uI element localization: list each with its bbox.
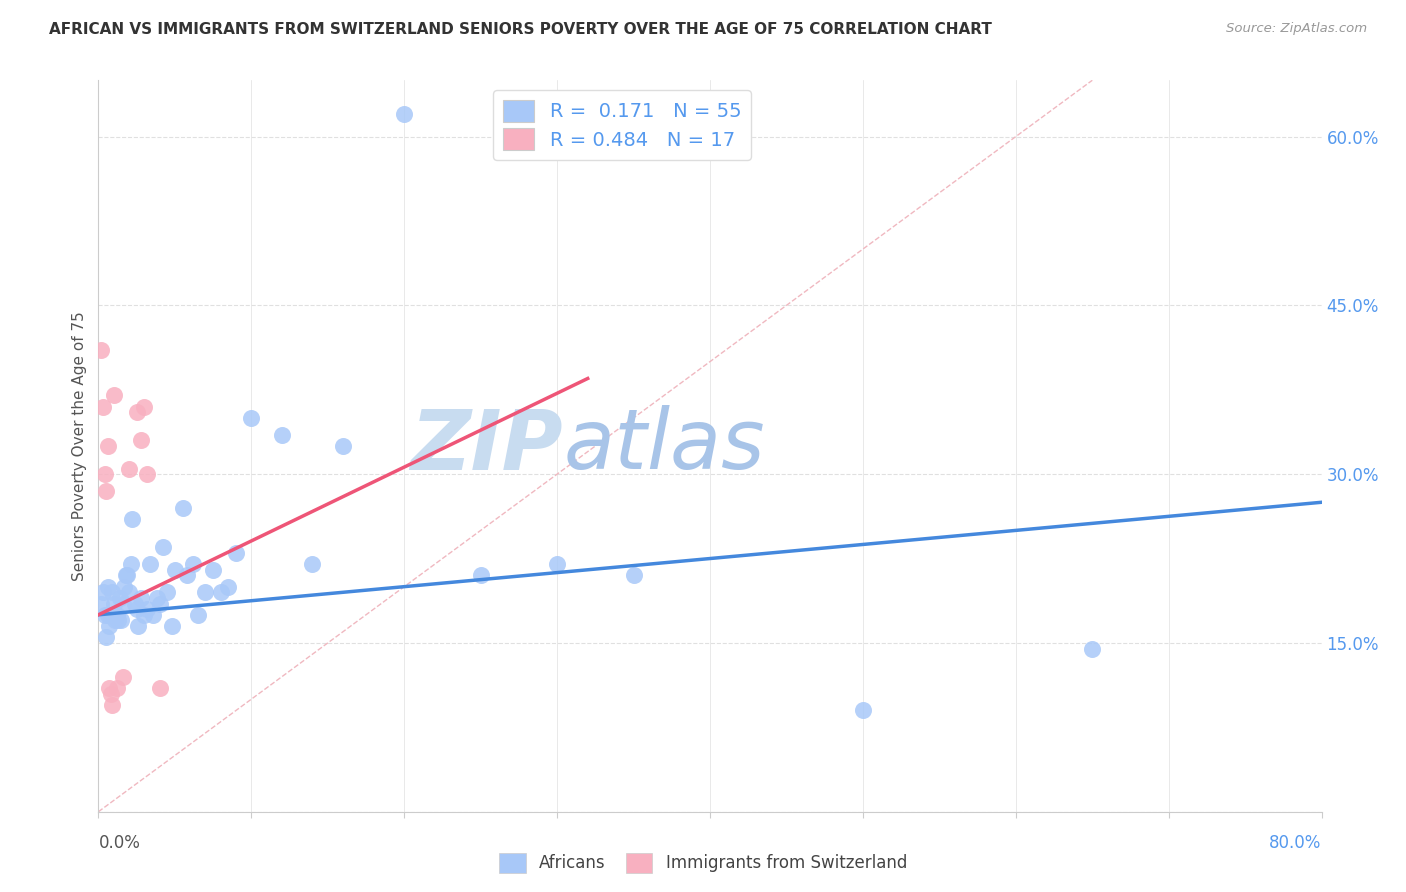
Point	[176, 568, 198, 582]
Point	[181, 557, 204, 571]
Point	[98, 619, 121, 633]
Point	[91, 585, 114, 599]
Legend: R =  0.171   N = 55, R = 0.484   N = 17: R = 0.171 N = 55, R = 0.484 N = 17	[494, 90, 751, 161]
Point	[124, 597, 146, 611]
Point	[129, 591, 152, 605]
Point	[149, 681, 172, 695]
Text: 0.0%: 0.0%	[98, 834, 141, 852]
Point	[136, 602, 159, 616]
Point	[105, 681, 128, 695]
Point	[112, 580, 135, 594]
Point	[94, 483, 117, 498]
Point	[100, 607, 122, 622]
Text: ZIP: ZIP	[411, 406, 564, 486]
Point	[142, 607, 165, 622]
Point	[97, 580, 120, 594]
Point	[172, 500, 194, 515]
Point	[156, 585, 179, 599]
Point	[120, 557, 142, 571]
Point	[470, 568, 492, 582]
Y-axis label: Seniors Poverty Over the Age of 75: Seniors Poverty Over the Age of 75	[72, 311, 87, 581]
Point	[136, 467, 159, 482]
Point	[115, 568, 138, 582]
Point	[392, 107, 416, 121]
Point	[111, 597, 134, 611]
Point	[121, 512, 143, 526]
Point	[139, 557, 162, 571]
Point	[104, 614, 127, 628]
Point	[301, 557, 323, 571]
Point	[117, 568, 139, 582]
Point	[194, 585, 217, 599]
Point	[546, 557, 568, 571]
Point	[93, 607, 115, 622]
Point	[103, 597, 125, 611]
Point	[1081, 641, 1104, 656]
Point	[623, 568, 645, 582]
Point	[134, 400, 156, 414]
Point	[103, 388, 125, 402]
Point	[134, 607, 156, 622]
Point	[118, 585, 141, 599]
Point	[108, 591, 131, 605]
Point	[217, 580, 239, 594]
Point	[101, 698, 124, 712]
Point	[105, 607, 128, 622]
Point	[152, 541, 174, 555]
Point	[91, 400, 114, 414]
Point	[270, 427, 292, 442]
Point	[90, 343, 112, 358]
Point	[97, 439, 120, 453]
Point	[149, 597, 172, 611]
Text: 80.0%: 80.0%	[1270, 834, 1322, 852]
Point	[240, 410, 263, 425]
Point	[129, 434, 152, 448]
Point	[145, 591, 167, 605]
Point	[163, 563, 186, 577]
Point	[852, 703, 875, 717]
Point	[118, 461, 141, 475]
Point	[98, 681, 121, 695]
Point	[209, 585, 232, 599]
Point	[125, 405, 148, 419]
Point	[107, 614, 129, 628]
Point	[160, 619, 183, 633]
Point	[101, 585, 124, 599]
Point	[187, 607, 209, 622]
Point	[90, 597, 112, 611]
Point	[127, 619, 149, 633]
Text: Source: ZipAtlas.com: Source: ZipAtlas.com	[1226, 22, 1367, 36]
Text: atlas: atlas	[564, 406, 765, 486]
Point	[97, 607, 120, 622]
Point	[125, 602, 148, 616]
Point	[93, 467, 115, 482]
Point	[202, 563, 225, 577]
Point	[111, 670, 134, 684]
Text: AFRICAN VS IMMIGRANTS FROM SWITZERLAND SENIORS POVERTY OVER THE AGE OF 75 CORREL: AFRICAN VS IMMIGRANTS FROM SWITZERLAND S…	[49, 22, 993, 37]
Point	[94, 630, 117, 644]
Legend: Africans, Immigrants from Switzerland: Africans, Immigrants from Switzerland	[492, 847, 914, 880]
Point	[110, 614, 132, 628]
Point	[100, 687, 122, 701]
Point	[332, 439, 354, 453]
Point	[225, 546, 247, 560]
